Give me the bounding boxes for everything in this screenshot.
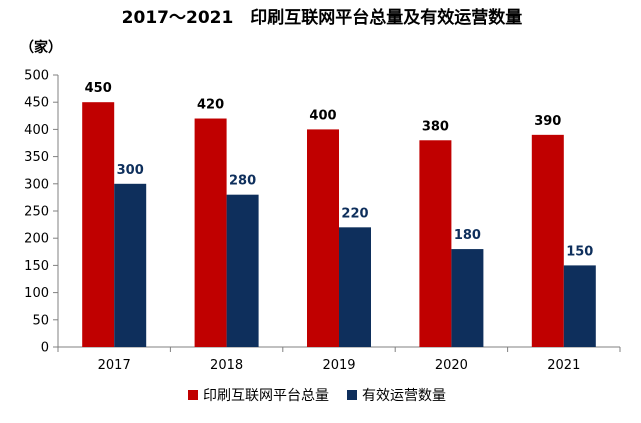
y-tick-label: 200 xyxy=(24,232,49,247)
data-label-series-2: 180 xyxy=(454,228,481,243)
data-label-series-2: 150 xyxy=(566,244,593,259)
data-label-series-2: 300 xyxy=(117,163,144,178)
data-label-series-1: 400 xyxy=(309,108,336,123)
bar-series-1 xyxy=(194,118,227,348)
y-tick-label: 350 xyxy=(24,150,49,165)
bar-series-2 xyxy=(339,227,371,347)
bars xyxy=(82,102,596,348)
bar-series-1 xyxy=(531,134,564,347)
y-tick-label: 150 xyxy=(24,259,49,274)
legend: 印刷互联网平台总量 有效运营数量 xyxy=(188,388,446,404)
x-tick-label: 2017 xyxy=(98,358,131,373)
y-tick-label: 500 xyxy=(24,69,49,84)
y-axis-unit-label: （家） xyxy=(20,39,62,56)
data-label-series-2: 280 xyxy=(229,174,256,189)
y-axis: 0 50 100 150 200 250 300 350 400 450 500 xyxy=(24,69,59,356)
y-tick-label: 50 xyxy=(32,313,49,328)
legend-label-series-1: 印刷互联网平台总量 xyxy=(203,388,329,404)
x-tick-label: 2018 xyxy=(210,358,243,373)
bar-series-1 xyxy=(82,102,115,347)
data-label-series-1: 420 xyxy=(197,98,224,113)
x-tick-label: 2021 xyxy=(547,358,580,373)
bar-series-1 xyxy=(419,140,452,347)
y-tick-label: 450 xyxy=(24,96,49,111)
x-tick-label: 2019 xyxy=(322,358,355,373)
legend-swatch-series-1 xyxy=(188,390,198,400)
data-labels: 450 420 400 380 390 300 280 220 180 150 xyxy=(85,81,594,259)
data-label-series-1: 450 xyxy=(85,81,112,96)
legend-label-series-2: 有效运营数量 xyxy=(362,388,446,404)
x-tick-label: 2020 xyxy=(435,358,468,373)
x-axis: 2017 2018 2019 2020 2021 xyxy=(57,346,621,373)
legend-swatch-series-2 xyxy=(347,390,357,400)
bar-series-2 xyxy=(114,183,147,347)
y-tick-label: 0 xyxy=(41,341,49,356)
y-tick-label: 400 xyxy=(24,123,49,138)
data-label-series-1: 380 xyxy=(422,119,449,134)
y-tick-label: 300 xyxy=(24,177,49,192)
data-label-series-2: 220 xyxy=(341,206,368,221)
y-tick-label: 250 xyxy=(24,205,49,220)
chart-title: 2017～2021 印刷互联网平台总量及有效运营数量 xyxy=(122,7,523,28)
bar-series-1 xyxy=(307,129,339,347)
bar-series-2 xyxy=(226,194,259,347)
data-label-series-1: 390 xyxy=(534,114,561,129)
y-tick-label: 100 xyxy=(24,286,49,301)
bar-series-2 xyxy=(451,249,484,347)
bar-series-2 xyxy=(563,265,596,347)
